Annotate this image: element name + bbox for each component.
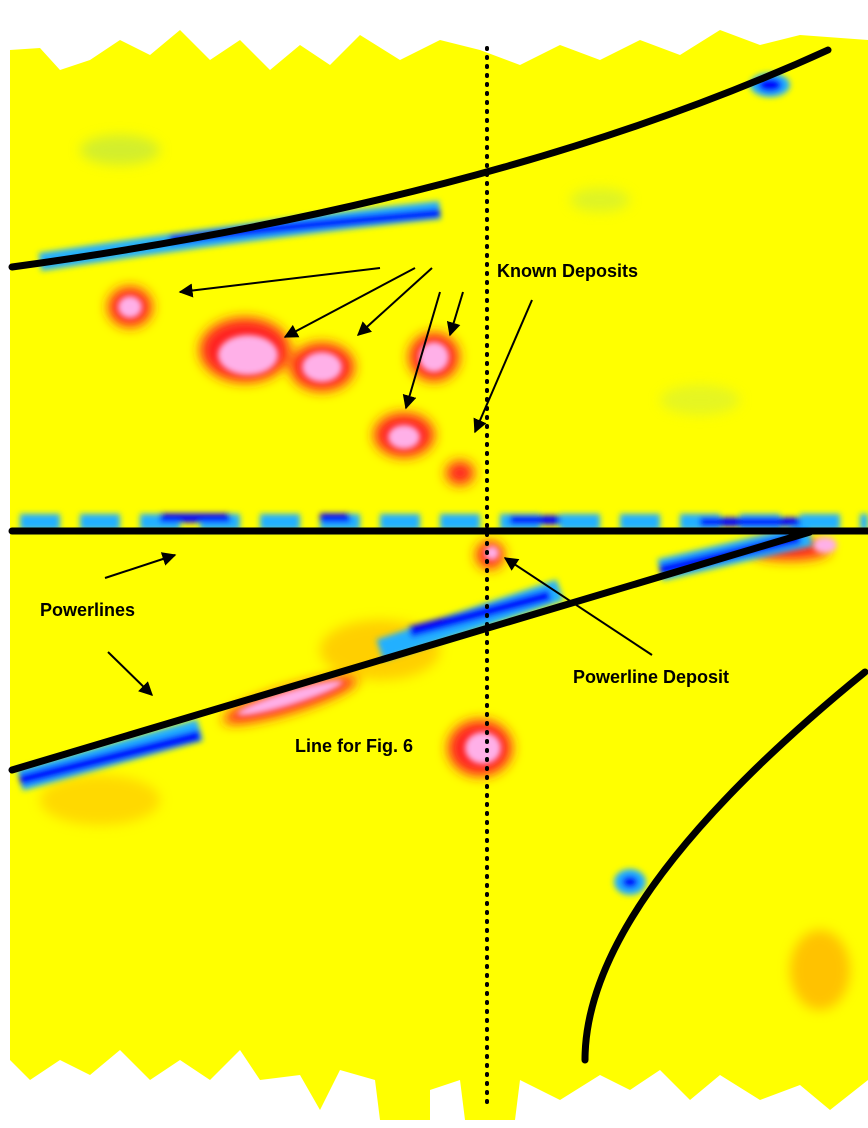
label-powerlines: Powerlines [40, 600, 135, 620]
page: Known Deposits Powerlines Powerline Depo… [0, 0, 868, 1128]
label-line-for-fig: Line for Fig. 6 [295, 736, 413, 756]
label-powerline-deposit: Powerline Deposit [573, 667, 729, 687]
survey-map: Known Deposits Powerlines Powerline Depo… [0, 0, 868, 1128]
label-known-deposits: Known Deposits [497, 261, 638, 281]
survey-area [10, 30, 868, 1120]
